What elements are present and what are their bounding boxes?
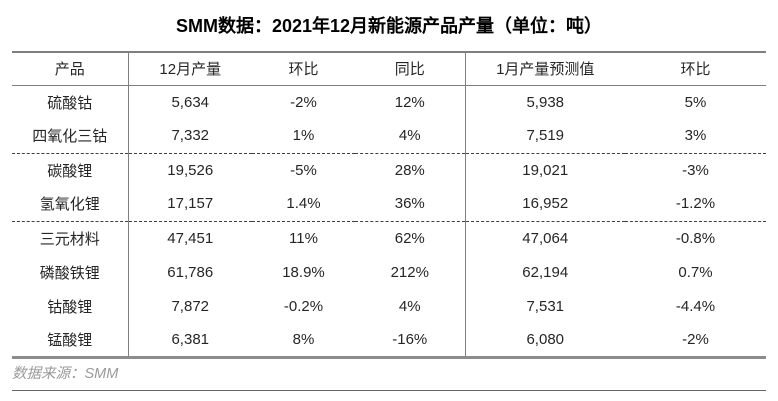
product-name-cell: 锰酸锂 <box>12 323 129 357</box>
value-cell: 3% <box>684 127 707 145</box>
value-cell: 212% <box>355 255 466 289</box>
table-body: 硫酸钴 5,634 -2% 12% 5,938 5% 四氧化三钴 7,332 1… <box>12 85 766 357</box>
figure-frame: SMM数据：2021年12月新能源产品产量（单位：吨） 产品 12月产量 环比 … <box>0 13 778 391</box>
table-row: 钴酸锂 7,872 -0.2% 4% 7,531 -4.4% <box>12 289 766 323</box>
value-cell: 7,872 <box>171 297 210 315</box>
value-cell: 7,531 <box>526 297 565 315</box>
value-cell: 1% <box>292 127 315 145</box>
value-cell: 5% <box>684 93 707 111</box>
table-row: 磷酸铁锂 61,786 18.9% 212% 62,194 0.7% <box>12 255 766 289</box>
product-name-cell: 磷酸铁锂 <box>12 255 129 289</box>
table-row: 锰酸锂 6,381 8% -16% 6,080 -2% <box>12 323 766 357</box>
table-row: 碳酸锂 19,526 -5% 28% 19,021 -3% <box>12 152 766 187</box>
value-cell: 11% <box>252 220 355 255</box>
production-table: 产品 12月产量 环比 同比 1月产量预测值 环比 硫酸钴 5,634 -2% … <box>12 51 766 359</box>
value-cell: 8% <box>292 330 315 348</box>
product-name-cell: 碳酸锂 <box>12 152 129 187</box>
product-name-cell: 三元材料 <box>12 220 129 255</box>
value-cell: 19,021 <box>465 152 625 187</box>
value-cell: -0.8% <box>625 220 766 255</box>
column-header-jan-forecast: 1月产量预测值 <box>465 52 625 86</box>
value-cell: 62% <box>355 220 466 255</box>
column-header-yoy: 同比 <box>355 52 466 86</box>
value-cell: -16% <box>355 323 466 357</box>
value-cell: 19,526 <box>128 152 252 187</box>
value-cell: 1.4% <box>286 195 321 213</box>
value-cell: 5,634 <box>171 93 210 111</box>
value-cell: -1.2% <box>675 195 716 213</box>
product-name-cell: 氢氧化锂 <box>12 187 129 221</box>
value-cell: 4% <box>355 119 466 153</box>
value-cell: 61,786 <box>167 263 214 281</box>
value-cell: 28% <box>355 152 466 187</box>
value-cell: 47,451 <box>128 220 252 255</box>
value-cell: 4% <box>355 289 466 323</box>
table-title: SMM数据：2021年12月新能源产品产量（单位：吨） <box>175 16 603 36</box>
value-cell: -3% <box>625 152 766 187</box>
value-cell: -2% <box>290 93 317 111</box>
header-row: 产品 12月产量 环比 同比 1月产量预测值 环比 <box>12 52 766 86</box>
value-cell: -0.2% <box>283 297 324 315</box>
data-source-note: 数据来源：SMM <box>12 364 766 391</box>
value-cell: 6,080 <box>526 330 565 348</box>
table-row: 硫酸钴 5,634 -2% 12% 5,938 5% <box>12 85 766 119</box>
column-header-dec-output: 12月产量 <box>128 52 252 86</box>
value-cell: 0.7% <box>678 263 713 281</box>
value-cell: -5% <box>252 152 355 187</box>
value-cell: 47,064 <box>465 220 625 255</box>
value-cell: 17,157 <box>167 195 214 213</box>
table-row: 氢氧化锂 17,157 1.4% 36% 16,952 -1.2% <box>12 187 766 221</box>
table-row: 三元材料 47,451 11% 62% 47,064 -0.8% <box>12 220 766 255</box>
value-cell: 36% <box>355 187 466 221</box>
column-header-forecast-mom: 环比 <box>625 52 766 86</box>
value-cell: 7,519 <box>526 127 565 145</box>
value-cell: -4.4% <box>675 297 716 315</box>
value-cell: 16,952 <box>522 195 569 213</box>
product-name-cell: 四氧化三钴 <box>12 119 129 153</box>
product-name-cell: 钴酸锂 <box>12 289 129 323</box>
value-cell: 5,938 <box>526 93 565 111</box>
value-cell: 7,332 <box>171 127 210 145</box>
product-name-cell: 硫酸钴 <box>12 85 129 119</box>
table-header: 产品 12月产量 环比 同比 1月产量预测值 环比 <box>12 52 766 86</box>
value-cell: 62,194 <box>522 263 569 281</box>
value-cell: -2% <box>682 330 709 348</box>
column-header-product: 产品 <box>12 52 129 86</box>
value-cell: 18.9% <box>282 263 325 281</box>
value-cell: 12% <box>355 85 466 119</box>
column-header-mom: 环比 <box>252 52 355 86</box>
table-row: 四氧化三钴 7,332 1% 4% 7,519 3% <box>12 119 766 153</box>
value-cell: 6,381 <box>171 330 210 348</box>
